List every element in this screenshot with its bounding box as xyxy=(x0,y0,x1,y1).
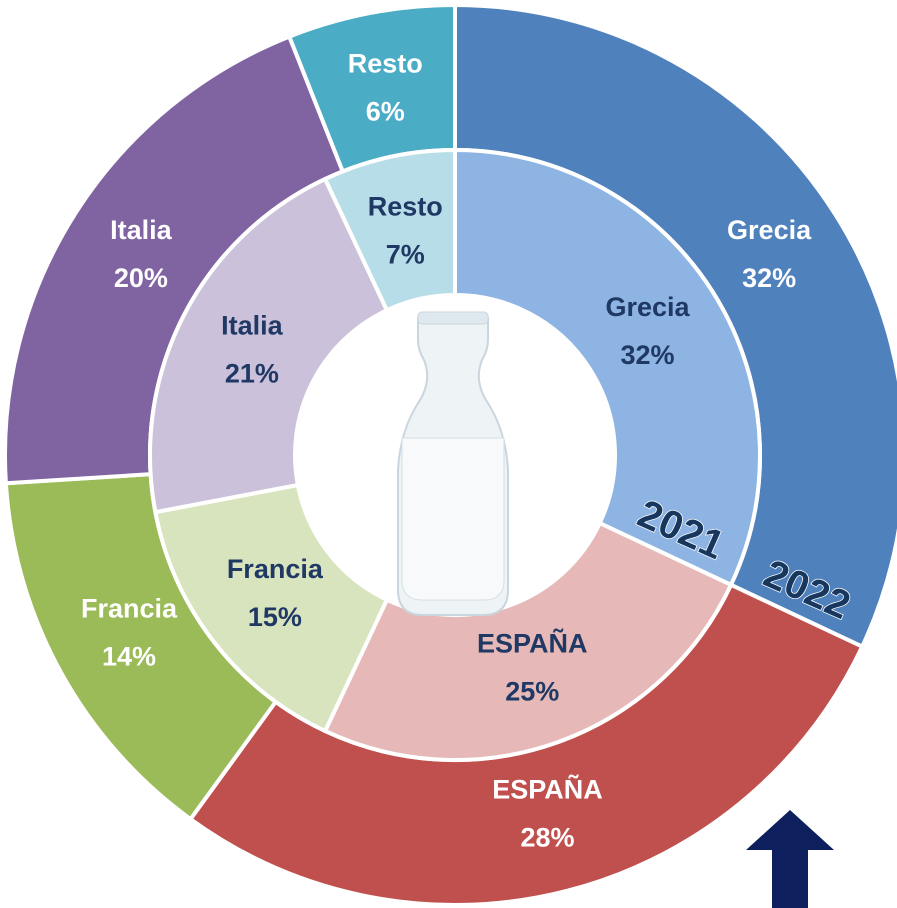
segment-value-label: 32% xyxy=(620,340,674,370)
segment-label: Resto xyxy=(348,49,423,79)
segment-label: Italia xyxy=(221,311,284,341)
segment-value-label: 6% xyxy=(366,97,405,127)
segment-label: Francia xyxy=(227,554,324,584)
segment-value-label: 20% xyxy=(114,263,168,293)
segment-value-label: 32% xyxy=(742,263,796,293)
segment-value-label: 28% xyxy=(520,822,574,852)
segment-value-label: 15% xyxy=(248,602,302,632)
segment-value-label: 25% xyxy=(505,677,559,707)
segment-label: ESPAÑA xyxy=(477,628,588,659)
segment-label: Grecia xyxy=(727,215,812,245)
segment-value-label: 7% xyxy=(386,240,425,270)
chart: 2021 2022 Grecia32%ESPAÑA28%Francia14%It… xyxy=(0,0,897,908)
up-arrow xyxy=(746,810,834,908)
segment-label: ESPAÑA xyxy=(492,773,603,804)
segment-label: Italia xyxy=(110,215,173,245)
segment-label: Resto xyxy=(368,192,443,222)
bottle-rim xyxy=(418,312,488,324)
segment-value-label: 21% xyxy=(225,359,279,389)
segment-label: Francia xyxy=(81,593,178,623)
segment-value-label: 14% xyxy=(102,641,156,671)
page: 2021 2022 Grecia32%ESPAÑA28%Francia14%It… xyxy=(0,0,897,908)
bottle-milk xyxy=(402,438,504,600)
segment-label: Grecia xyxy=(605,292,690,322)
